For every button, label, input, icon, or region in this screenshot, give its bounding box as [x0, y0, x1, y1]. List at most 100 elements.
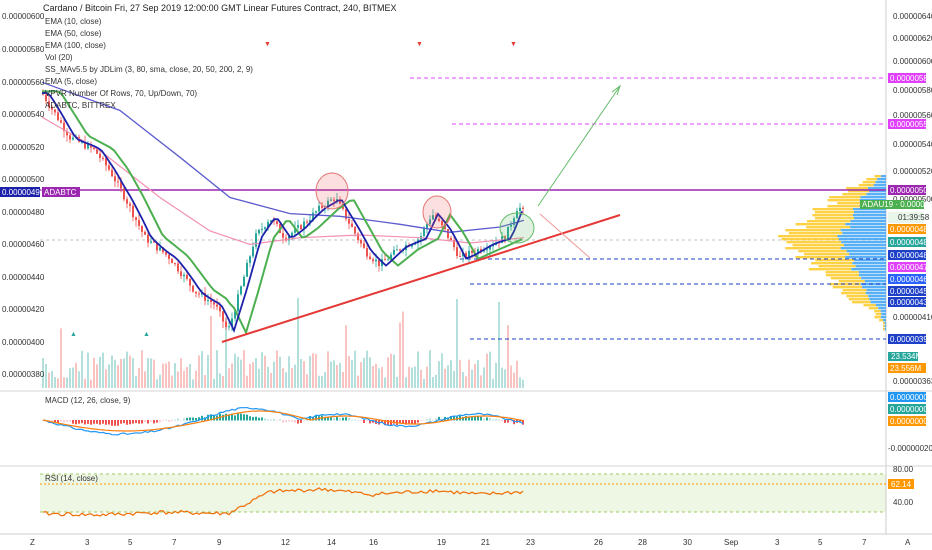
vp-up-bar [832, 286, 863, 289]
zoom-reset-button[interactable]: Z [30, 538, 35, 547]
indicator-label[interactable]: SS_MAv5.5 by JDLim (3, 80, sma, close, 2… [45, 65, 253, 74]
volume-bar [504, 369, 506, 388]
right-price-axis[interactable]: 0.00000640 0.00000620 0.00000600 0.00000… [893, 12, 932, 386]
volume-bar [54, 376, 56, 388]
candle-body [258, 229, 260, 234]
vp-down-bar [850, 226, 886, 229]
macd-hist-bar [291, 420, 293, 422]
auto-scale-button[interactable]: A [905, 538, 911, 547]
vp-up-bar [827, 199, 860, 202]
macd-hist-bar [408, 420, 410, 424]
macd-hist-bar [279, 419, 281, 421]
vp-down-bar [860, 196, 886, 199]
indicator-label[interactable]: EMA (50, close) [45, 29, 102, 38]
indicator-label[interactable]: EMA (100, close) [45, 41, 106, 50]
left-current-price-badge [0, 187, 40, 197]
volume-bar [405, 377, 407, 388]
right-tick: 0.00000520 [893, 167, 932, 176]
candle-body [120, 181, 122, 189]
right-tick: 0.00000500 [893, 195, 932, 204]
vp-up-bar [825, 271, 859, 274]
candle-body [69, 135, 71, 140]
volume-bar [273, 361, 275, 388]
volume-bar [315, 354, 317, 388]
candle-body [300, 225, 302, 230]
macd-hist-bar [450, 416, 452, 421]
macd-hist-bar [315, 415, 317, 421]
signal-marker-4: ▲ [70, 331, 77, 338]
projection-up-line[interactable] [537, 85, 621, 207]
volume-bar [267, 366, 269, 388]
indicator-label[interactable]: EMA (10, close) [45, 17, 102, 26]
macd-hist-bar [426, 419, 428, 421]
volume-bar [222, 375, 224, 388]
candle-body [456, 247, 458, 256]
volume-bar [249, 363, 251, 388]
macd-hist-bar [234, 415, 236, 421]
support-trendline[interactable] [221, 214, 621, 343]
volume-bar [105, 369, 107, 388]
vp-down-bar [880, 175, 886, 178]
vp-up-bar [818, 265, 856, 268]
vp-up-bar [868, 307, 879, 310]
macd-hist-bar [495, 419, 497, 421]
price-marker-badge [888, 185, 926, 195]
signal-marker-2: ▼ [416, 41, 423, 48]
volume-bar [348, 356, 350, 388]
vp-down-bar [850, 220, 886, 223]
vp-down-bar [854, 259, 886, 262]
macd-hist-bar [276, 420, 278, 421]
macd-hist-bar [474, 417, 476, 421]
candle-body [54, 109, 56, 113]
volume-bar [294, 364, 296, 388]
indicator-label[interactable]: VPVR Number Of Rows, 70, Up/Down, 70) [45, 89, 197, 98]
candle-body [423, 228, 425, 236]
highlight-circle-3[interactable] [499, 212, 535, 244]
projection-down-line[interactable] [539, 213, 591, 259]
volume-bar [117, 365, 119, 388]
macd-hist-bar [363, 420, 365, 424]
volume-bar [150, 358, 152, 388]
volume-bar [459, 359, 461, 388]
volume-bar [399, 322, 401, 388]
indicator-label[interactable]: EMA (5, close) [45, 77, 97, 86]
indicator-label[interactable]: ADABTC, BITTREX [45, 101, 116, 110]
volume-bar [240, 359, 242, 388]
volume-bar [201, 351, 203, 388]
volume-bar [147, 358, 149, 388]
main-pane[interactable] [40, 0, 886, 391]
vp-down-bar [854, 217, 886, 220]
candle-body [102, 157, 104, 159]
macd-hist-bar [480, 416, 482, 421]
macd-hist-bar [297, 420, 299, 424]
right-axis-markers[interactable]: 0.00000588 0.00000555 0.00000506 0.00000489… [888, 73, 932, 373]
volume-bar [327, 351, 329, 388]
time-axis[interactable]: 3 5 7 9 12 14 16 19 21 23 26 28 30 Sep 3… [85, 538, 867, 547]
indicator-label[interactable]: Vol (20) [45, 53, 73, 62]
highlight-circle-2[interactable] [422, 195, 452, 229]
rsi-label[interactable]: RSI (14, close) [45, 474, 98, 483]
candle-body [213, 302, 215, 305]
macd-hist-bar [81, 420, 83, 424]
volume-bar [126, 351, 128, 388]
indicator-legend[interactable]: EMA (10, close) EMA (50, close) EMA (100… [45, 17, 253, 110]
candle-body [201, 292, 203, 295]
volume-bar [375, 363, 377, 388]
vp-down-bar [877, 178, 886, 181]
candle-body [144, 231, 146, 235]
candle-body [393, 249, 395, 255]
vp-up-bar [863, 304, 876, 307]
macd-hist-bar [324, 416, 326, 421]
macd-label[interactable]: MACD (12, 26, close, 9) [45, 396, 131, 405]
macd-hist-bar [120, 420, 122, 424]
macd-hist-bar [249, 416, 251, 421]
candle-body [108, 165, 110, 170]
x-tick: 16 [369, 538, 378, 547]
highlight-circle-1[interactable] [315, 172, 349, 210]
macd-marker-badge [888, 404, 926, 414]
volume-bar [387, 357, 389, 388]
macd-hist-bar [429, 418, 431, 421]
candle-body [147, 234, 149, 243]
volume-bar [321, 375, 323, 388]
